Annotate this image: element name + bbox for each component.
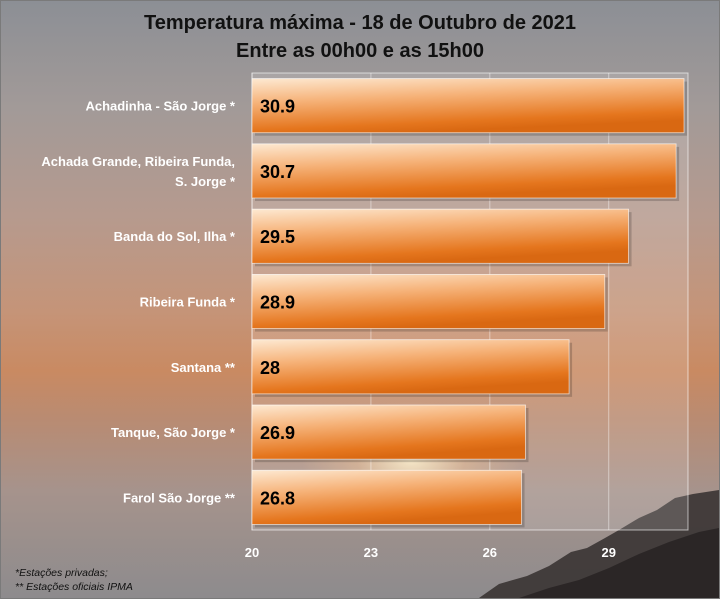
chart-subtitle: Entre as 00h00 e as 15h00: [236, 40, 484, 62]
data-label: 30.7: [260, 162, 295, 182]
x-tick-label: 23: [364, 545, 378, 560]
chart-title-block: Temperatura máxima - 18 de Outubro de 20…: [1, 9, 719, 65]
category-labels: Achadinha - São Jorge * Achada Grande, Ri…: [41, 99, 236, 506]
data-label: 28: [260, 358, 280, 378]
x-axis-ticks: 20 23 26 29: [245, 545, 616, 560]
bar: [251, 274, 606, 329]
bars: 30.9 30.7 29.5 28.9 28 26.9 26.8: [251, 78, 688, 528]
data-label: 28.9: [260, 293, 295, 313]
bar: [251, 339, 570, 395]
x-tick-label: 20: [245, 545, 259, 560]
category-label: Achadinha - São Jorge *: [85, 99, 235, 114]
category-label: Achada Grande, Ribeira Funda,: [41, 154, 235, 169]
category-label: S. Jorge *: [175, 174, 236, 189]
data-label: 26.9: [260, 423, 295, 443]
category-label: Ribeira Funda *: [140, 295, 236, 310]
bar: [251, 78, 685, 134]
footnote-private: *Estações privadas;: [15, 567, 108, 579]
category-label: Banda do Sol, Ilha *: [114, 229, 236, 244]
footnote-ipma: ** Estações oficiais IPMA: [15, 581, 133, 593]
bar: [251, 208, 629, 264]
bar: [251, 404, 526, 460]
bar: [251, 143, 677, 199]
bar: [251, 469, 522, 525]
data-label: 26.8: [260, 488, 295, 508]
category-label: Santana **: [171, 360, 236, 375]
chart-title: Temperatura máxima - 18 de Outubro de 20…: [143, 12, 576, 34]
footnotes: *Estações privadas; ** Estações oficiais…: [15, 566, 133, 594]
x-tick-label: 26: [483, 545, 497, 560]
data-label: 30.9: [260, 97, 295, 117]
data-label: 29.5: [260, 227, 295, 247]
x-tick-label: 29: [601, 545, 615, 560]
category-label: Farol São Jorge **: [123, 490, 236, 505]
category-label: Tanque, São Jorge *: [111, 425, 236, 440]
mountain-silhouette: [479, 490, 719, 598]
